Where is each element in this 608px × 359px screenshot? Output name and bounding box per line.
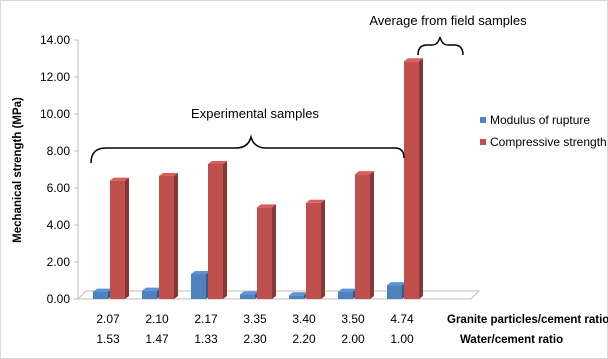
- legend: Modulus of rupture Compressive strength: [480, 113, 607, 149]
- x-tick-label: 4.74: [390, 312, 414, 326]
- y-tick-label: 8.00: [47, 144, 71, 158]
- y-tick-label: 4.00: [47, 218, 71, 232]
- x-tick-label-row2: 2.00: [341, 332, 365, 346]
- bar-compressive-strength: [404, 58, 423, 300]
- bar-modulus-of-rupture: [93, 288, 112, 299]
- x-tick-label-row2: 2.30: [243, 332, 267, 346]
- y-tick-label: 12.00: [40, 70, 70, 84]
- x-tick-label: 2.10: [145, 312, 169, 326]
- x-row1-label: Granite particles/cement ratio: [447, 314, 608, 326]
- bar-modulus-of-rupture: [142, 287, 161, 299]
- bar-modulus-of-rupture: [387, 282, 406, 299]
- legend-label-modulus: Modulus of rupture: [490, 113, 590, 127]
- y-tick-label: 10.00: [40, 107, 70, 121]
- y-axis-label: Mechanical strength (MPa): [12, 97, 24, 243]
- x-tick-label: 2.07: [96, 312, 120, 326]
- x-tick-label-row2: 1.53: [96, 332, 120, 346]
- y-tick-label: 2.00: [47, 255, 71, 269]
- y-tick-label: 6.00: [47, 181, 71, 195]
- legend-swatch-modulus: [480, 117, 486, 123]
- x-tick-label-row2: 1.00: [390, 332, 414, 346]
- y-tick-labels: 0.00 2.00 4.00 6.00 8.00 10.00 12.00 14.00: [40, 33, 78, 306]
- legend-swatch-compressive: [480, 139, 486, 145]
- x-tick-label: 3.40: [292, 312, 316, 326]
- x-tick-label-row2: 2.20: [292, 332, 316, 346]
- bar-compressive-strength: [110, 177, 129, 299]
- bar-modulus-of-rupture: [338, 288, 357, 299]
- x-tick-label: 3.50: [341, 312, 365, 326]
- x-tick-label: 3.35: [243, 312, 267, 326]
- y-tick-label: 0.00: [47, 292, 71, 306]
- y-tick-label: 14.00: [40, 33, 70, 47]
- x-tick-label-row2: 1.47: [145, 332, 169, 346]
- bar-compressive-strength: [306, 199, 325, 299]
- field-label: Average from field samples: [369, 13, 527, 28]
- bars: [93, 58, 423, 300]
- bar-compressive-strength: [355, 171, 374, 299]
- x-tick-labels-row1: 2.07 2.10 2.17 3.35 3.40 3.50 4.74: [96, 312, 414, 326]
- bar-compressive-strength: [208, 160, 227, 299]
- field-brace: [417, 36, 464, 56]
- bar-modulus-of-rupture: [191, 271, 210, 299]
- experimental-label: Experimental samples: [191, 106, 319, 121]
- x-row2-label: Water/cement ratio: [460, 334, 563, 346]
- legend-label-compressive: Compressive strength: [490, 135, 607, 149]
- x-tick-label-row2: 1.33: [194, 332, 218, 346]
- x-tick-labels-row2: 1.53 1.47 1.33 2.30 2.20 2.00 1.00: [96, 332, 414, 346]
- bar-modulus-of-rupture: [289, 292, 308, 299]
- bar-modulus-of-rupture: [240, 291, 259, 299]
- x-tick-label: 2.17: [194, 312, 218, 326]
- bar-compressive-strength: [159, 172, 178, 299]
- bar-compressive-strength: [257, 204, 276, 299]
- experimental-brace: [90, 134, 405, 164]
